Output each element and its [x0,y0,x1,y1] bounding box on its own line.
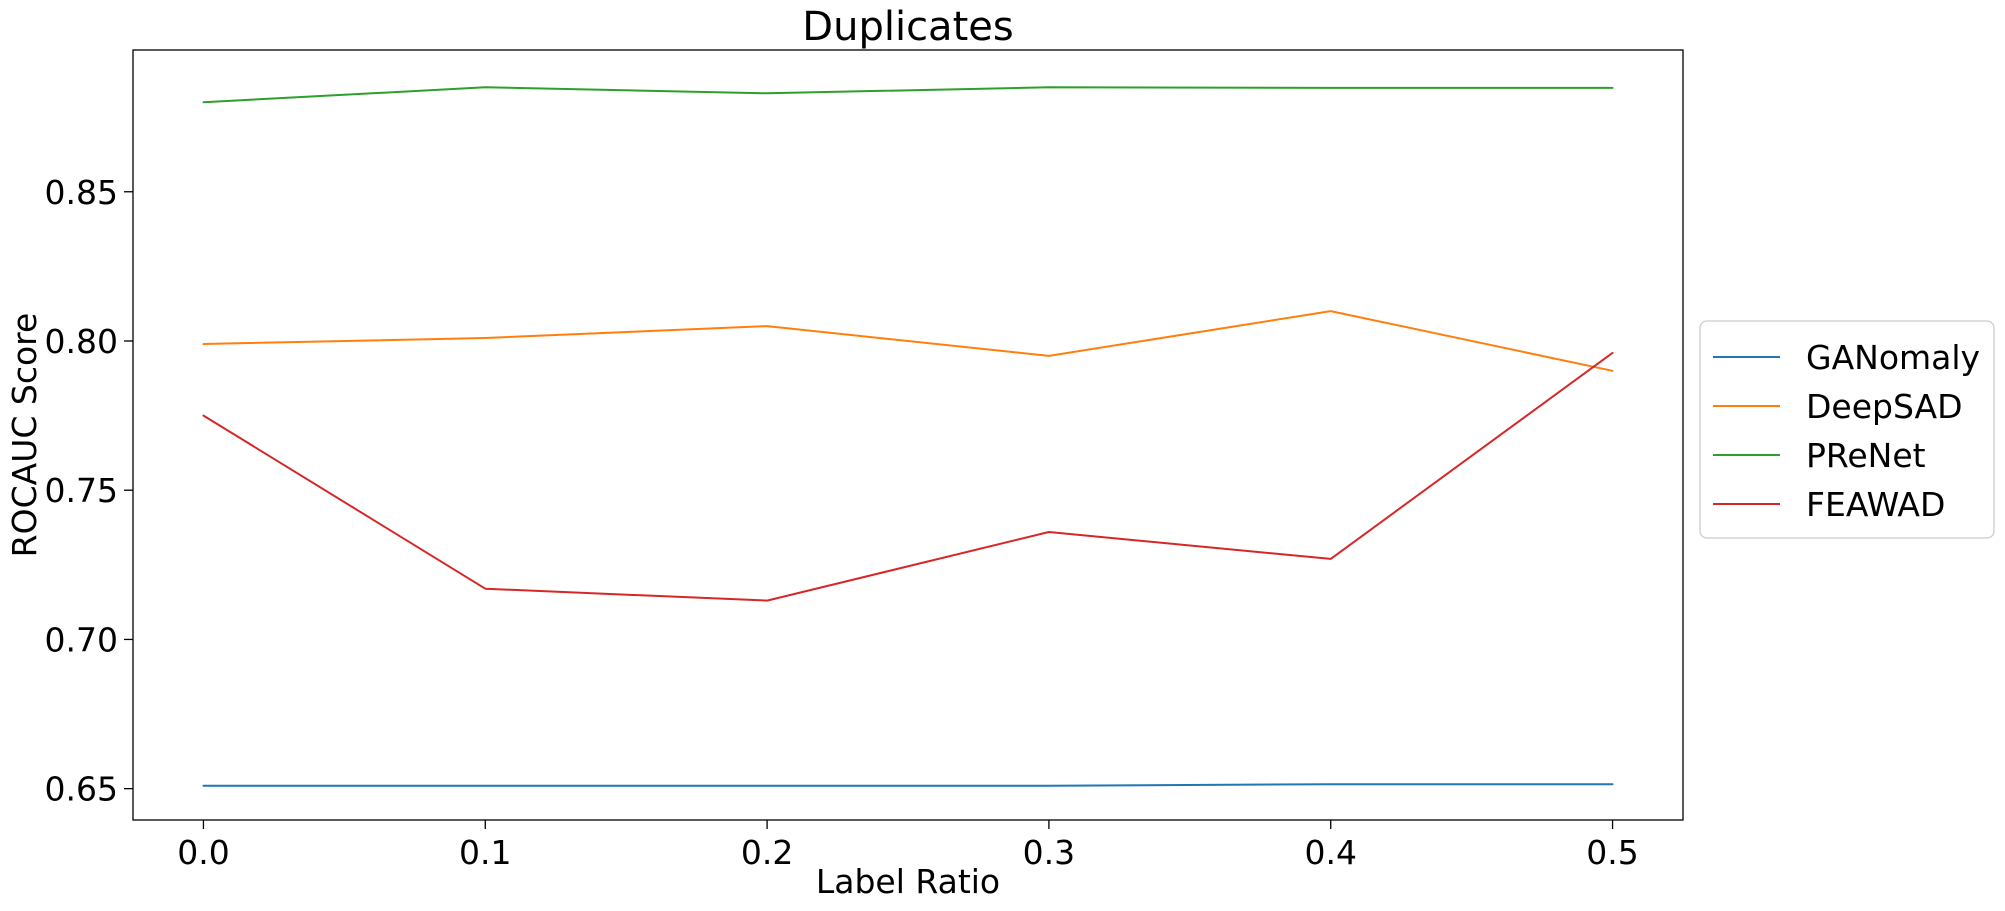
x-tick-label: 0.4 [1304,833,1356,872]
x-tick-label: 0.0 [177,833,229,872]
legend-label-deepsad: DeepSAD [1806,387,1963,426]
legend-label-ganomaly: GANomaly [1806,338,1980,377]
legend-box [1699,320,1995,539]
legend-label-feawad: FEAWAD [1806,485,1945,524]
y-axis-label: ROCAUC Score [5,313,44,558]
y-tick-label: 0.70 [45,620,118,659]
y-tick-label: 0.75 [45,471,118,510]
y-tick-label: 0.80 [45,322,118,361]
series-line-deepsad [202,310,1614,372]
y-tick-label: 0.65 [45,770,118,809]
y-axis-ticks: 0.65 0.70 0.75 0.80 0.85 [45,173,133,809]
x-tick-label: 0.2 [741,833,793,872]
x-axis-label: Label Ratio [816,862,1000,901]
x-tick-label: 0.5 [1586,833,1638,872]
series-line-feawad [202,351,1614,602]
x-axis-ticks: 0.0 0.1 0.2 0.3 0.4 0.5 [177,820,1639,872]
x-tick-label: 0.1 [459,833,511,872]
plot-frame [132,49,1684,821]
series-line-prenet [202,86,1614,104]
legend: GANomaly DeepSAD PReNet FEAWAD [1699,320,1995,539]
plot-lines [202,86,1614,787]
chart-title: Duplicates [802,4,1013,50]
series-line-ganomaly [202,783,1614,787]
y-tick-label: 0.85 [45,173,118,212]
x-tick-label: 0.3 [1023,833,1075,872]
legend-label-prenet: PReNet [1806,436,1926,475]
